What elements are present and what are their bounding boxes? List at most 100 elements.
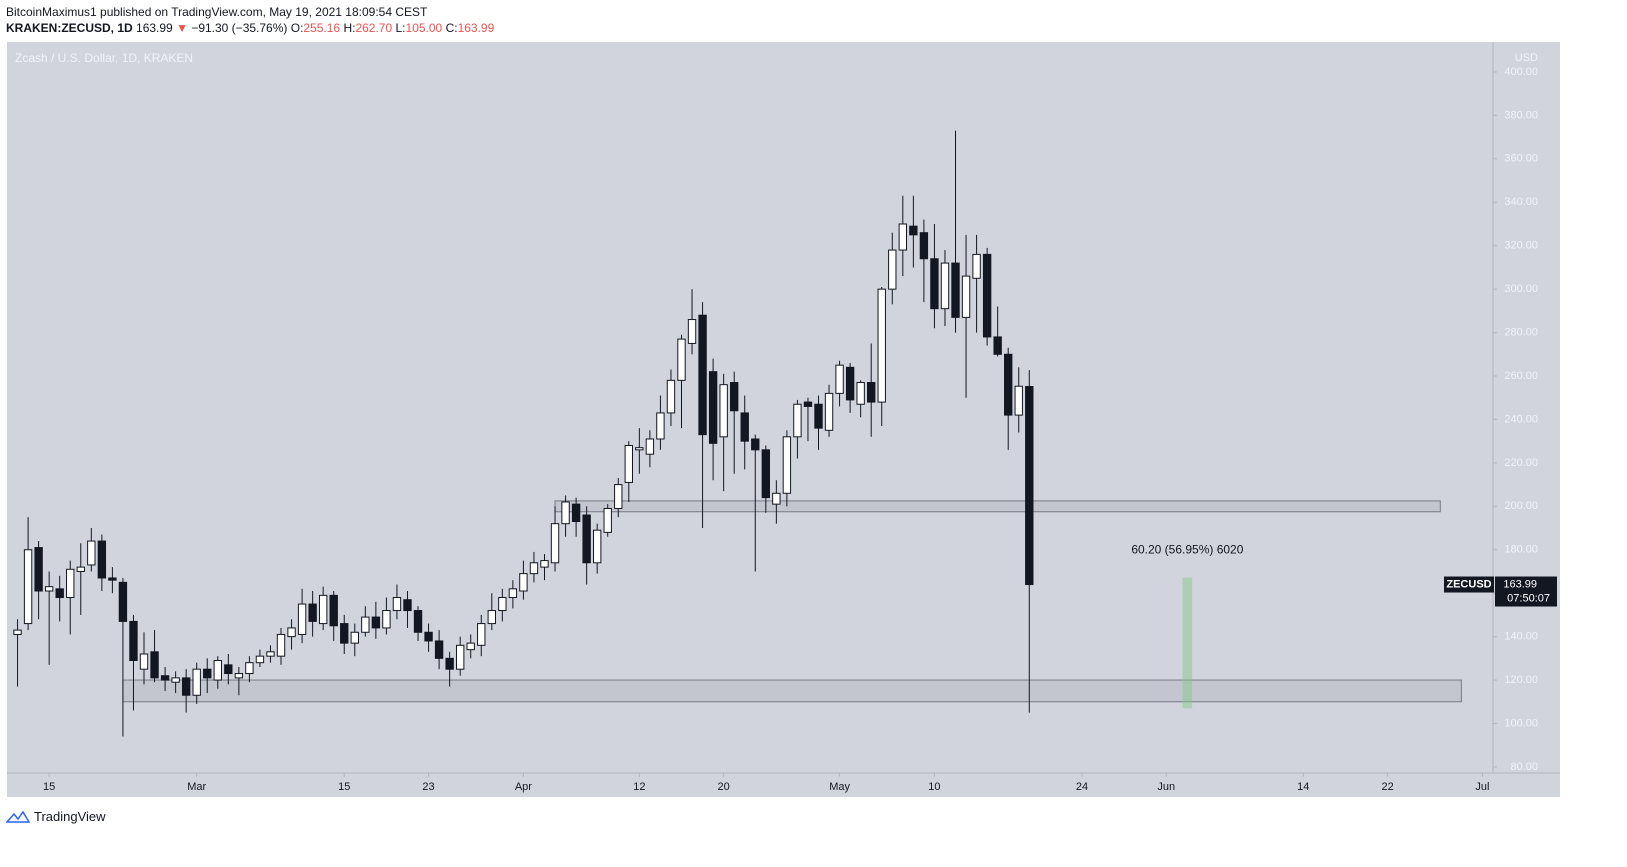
candle-up (266, 651, 275, 657)
quote-line: KRAKEN:ZECUSD, 1D 163.99 ▼ −91.30 (−35.7… (6, 20, 494, 36)
candle-down (571, 503, 581, 523)
candle-down (582, 514, 591, 564)
y-tick-label: 200.00 (1504, 500, 1538, 512)
candle-up (498, 597, 507, 612)
candle-up (44, 586, 54, 592)
footer: TradingView (6, 809, 106, 824)
candle-up (455, 644, 465, 670)
candle-up (361, 616, 370, 633)
candle-up (297, 603, 307, 635)
candle-up (793, 403, 802, 438)
candle-up (171, 677, 180, 683)
candle-up (624, 445, 633, 483)
x-tick-label: 15 (338, 781, 350, 793)
y-tick-label: 80.00 (1510, 761, 1538, 773)
last-symbol-box (1444, 576, 1494, 593)
candle-down (203, 668, 212, 679)
logo (6, 810, 30, 823)
l-label: L: (395, 21, 406, 35)
candle-up (23, 549, 33, 625)
candle-up (466, 642, 475, 651)
candle-up (255, 655, 265, 664)
candle-down (740, 412, 749, 442)
y-tick-label: 360.00 (1504, 153, 1538, 165)
candle-up (719, 384, 728, 438)
candle-up (561, 501, 570, 525)
x-tick-label: May (829, 781, 850, 793)
y-tick-label: 320.00 (1504, 240, 1538, 252)
c: 163.99 (457, 21, 495, 35)
y-tick-label: 120.00 (1504, 674, 1538, 686)
y-tick-label: 220.00 (1504, 457, 1538, 469)
x-tick-label: Jun (1157, 781, 1175, 793)
candle-down (708, 371, 718, 444)
candle-up (139, 653, 149, 670)
candle-down (329, 594, 338, 627)
candle-down (340, 623, 349, 644)
candle-down (160, 675, 170, 681)
y-tick-label: 340.00 (1504, 196, 1538, 208)
candle-down (814, 403, 823, 429)
x-tick-label: 15 (43, 781, 55, 793)
countdown: 07:50:07 (1507, 592, 1550, 604)
candle-down (403, 599, 412, 612)
chart-title: Zcash / U.S. Dollar, 1D, KRAKEN (15, 51, 193, 65)
y-tick-label: 180.00 (1504, 544, 1538, 556)
measure-bar (1182, 577, 1193, 709)
candle-up (592, 529, 602, 564)
candle-up (13, 629, 22, 635)
candle-up (529, 562, 539, 575)
candle-down (993, 336, 1002, 355)
candle-down (118, 581, 128, 622)
candle-down (698, 314, 707, 436)
y-tick-label: 280.00 (1504, 326, 1538, 338)
y-unit: USD (1515, 52, 1538, 64)
x-tick-label: Jul (1475, 781, 1489, 793)
candle-down (308, 603, 317, 622)
candle-up (645, 438, 655, 455)
candle-down (730, 382, 739, 412)
h-label: H: (343, 21, 356, 35)
candle-down (108, 577, 117, 581)
candle-down (55, 588, 64, 599)
candle-up (961, 275, 971, 318)
candle-up (66, 568, 75, 599)
candle-up (550, 523, 560, 564)
candle-up (318, 594, 328, 625)
symbol: KRAKEN:ZECUSD, 1D (6, 21, 133, 35)
c-label: C: (445, 21, 458, 35)
candle-up (276, 633, 286, 657)
candle-up (1014, 385, 1023, 416)
candle-up (856, 382, 865, 405)
x-tick-label: 22 (1381, 781, 1393, 793)
candle-up (382, 610, 391, 629)
candle-down (751, 438, 760, 451)
publisher: BitcoinMaximus1 published on TradingView… (6, 5, 428, 19)
last-price-box (1495, 576, 1557, 607)
candle-up (192, 668, 201, 696)
candle-up (898, 223, 908, 251)
y-tick-label: 240.00 (1504, 413, 1538, 425)
candle-up (635, 447, 644, 451)
measure-label: 60.20 (56.95%) 6020 (1131, 543, 1243, 557)
candle-up (477, 623, 486, 646)
candle-down (224, 664, 233, 675)
candle-up (487, 610, 496, 625)
candle-up (540, 560, 549, 568)
candle-up (666, 379, 676, 414)
zone (554, 500, 1441, 513)
l: 105.00 (405, 21, 443, 35)
candle-down (919, 232, 929, 260)
x-tick-label: 10 (928, 781, 940, 793)
candle-down (434, 640, 444, 659)
candle-up (350, 631, 359, 644)
candle-up (877, 288, 886, 403)
candle-up (687, 319, 697, 344)
o-label: O: (290, 21, 304, 35)
candle-down (445, 657, 454, 670)
candle-up (234, 673, 244, 679)
candle-down (867, 382, 876, 403)
candle-up (87, 540, 96, 566)
y-tick-label: 140.00 (1504, 631, 1538, 643)
candle-down (1025, 386, 1034, 586)
